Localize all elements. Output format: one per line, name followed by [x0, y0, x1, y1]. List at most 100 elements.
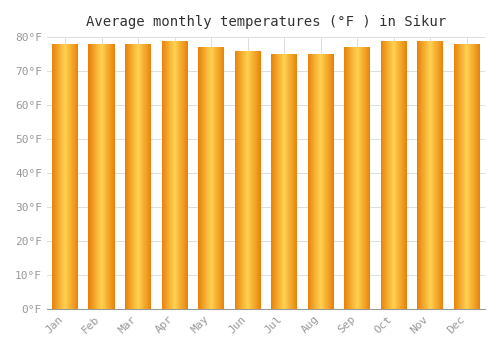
Bar	[479, 44, 480, 309]
Bar	[478, 44, 479, 309]
Bar	[332, 54, 333, 309]
Bar	[247, 51, 248, 309]
Bar	[176, 41, 177, 309]
Bar	[66, 44, 67, 309]
Bar	[253, 51, 254, 309]
Bar	[201, 47, 202, 309]
Bar	[140, 44, 141, 309]
Bar	[345, 47, 346, 309]
Bar	[272, 54, 273, 309]
Bar	[141, 44, 142, 309]
Bar	[242, 51, 243, 309]
Bar	[146, 44, 147, 309]
Bar	[297, 54, 298, 309]
Bar	[311, 54, 312, 309]
Bar	[107, 44, 108, 309]
Bar	[315, 54, 316, 309]
Bar	[106, 44, 107, 309]
Bar	[234, 51, 235, 309]
Bar	[76, 44, 77, 309]
Bar	[162, 41, 163, 309]
Bar	[326, 54, 327, 309]
Bar	[346, 47, 347, 309]
Bar	[323, 54, 324, 309]
Bar	[258, 51, 259, 309]
Bar	[348, 47, 349, 309]
Bar	[352, 47, 353, 309]
Bar	[454, 44, 455, 309]
Bar	[355, 47, 356, 309]
Bar	[470, 44, 471, 309]
Bar	[150, 44, 151, 309]
Bar	[286, 54, 287, 309]
Bar	[438, 41, 439, 309]
Bar	[430, 41, 431, 309]
Bar	[314, 54, 315, 309]
Bar	[88, 44, 89, 309]
Bar	[127, 44, 128, 309]
Bar	[220, 47, 221, 309]
Bar	[69, 44, 70, 309]
Bar	[310, 54, 311, 309]
Bar	[235, 51, 236, 309]
Bar	[91, 44, 92, 309]
Bar	[474, 44, 475, 309]
Bar	[457, 44, 458, 309]
Bar	[475, 44, 476, 309]
Bar	[208, 47, 209, 309]
Bar	[283, 54, 284, 309]
Bar	[55, 44, 56, 309]
Bar	[365, 47, 366, 309]
Bar	[248, 51, 250, 309]
Bar	[215, 47, 216, 309]
Bar	[418, 41, 419, 309]
Bar	[52, 44, 53, 309]
Bar	[391, 41, 392, 309]
Bar	[200, 47, 201, 309]
Bar	[109, 44, 110, 309]
Bar	[166, 41, 167, 309]
Bar	[245, 51, 246, 309]
Bar	[171, 41, 172, 309]
Bar	[459, 44, 460, 309]
Bar	[252, 51, 253, 309]
Bar	[98, 44, 99, 309]
Bar	[254, 51, 255, 309]
Bar	[175, 41, 176, 309]
Bar	[460, 44, 461, 309]
Bar	[461, 44, 462, 309]
Bar	[65, 44, 66, 309]
Bar	[170, 41, 171, 309]
Bar	[202, 47, 203, 309]
Bar	[77, 44, 78, 309]
Bar	[330, 54, 331, 309]
Bar	[67, 44, 68, 309]
Bar	[388, 41, 389, 309]
Bar	[221, 47, 222, 309]
Bar	[165, 41, 166, 309]
Bar	[290, 54, 291, 309]
Title: Average monthly temperatures (°F ) in Sikur: Average monthly temperatures (°F ) in Si…	[86, 15, 446, 29]
Bar	[178, 41, 179, 309]
Bar	[183, 41, 184, 309]
Bar	[362, 47, 363, 309]
Bar	[94, 44, 95, 309]
Bar	[136, 44, 137, 309]
Bar	[356, 47, 357, 309]
Bar	[59, 44, 60, 309]
Bar	[466, 44, 468, 309]
Bar	[285, 54, 286, 309]
Bar	[349, 47, 350, 309]
Bar	[328, 54, 329, 309]
Bar	[184, 41, 185, 309]
Bar	[329, 54, 330, 309]
Bar	[151, 44, 152, 309]
Bar	[400, 41, 401, 309]
Bar	[384, 41, 385, 309]
Bar	[131, 44, 132, 309]
Bar	[180, 41, 181, 309]
Bar	[172, 41, 173, 309]
Bar	[442, 41, 443, 309]
Bar	[324, 54, 325, 309]
Bar	[437, 41, 438, 309]
